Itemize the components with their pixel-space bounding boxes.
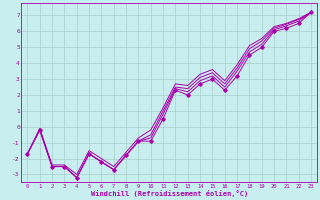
X-axis label: Windchill (Refroidissement éolien,°C): Windchill (Refroidissement éolien,°C) xyxy=(91,190,248,197)
